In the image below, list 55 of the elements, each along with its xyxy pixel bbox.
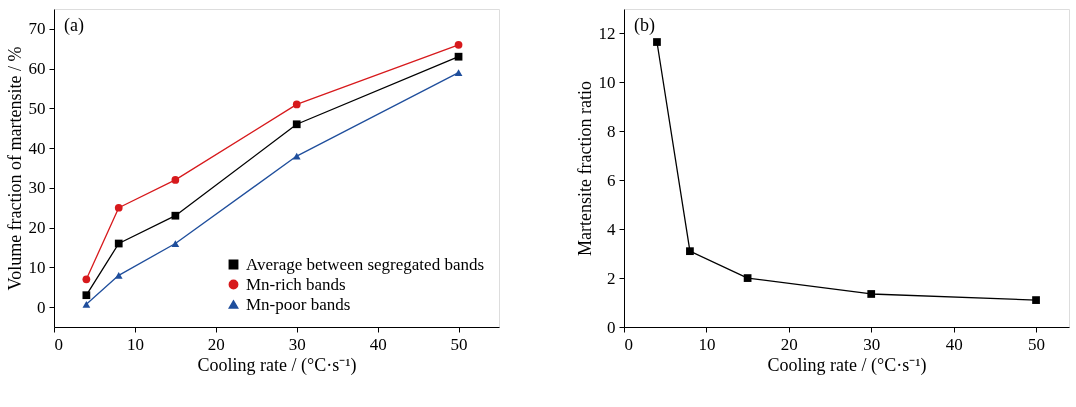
point (171, 240, 180, 247)
point (114, 239, 123, 248)
point (653, 38, 661, 46)
x-axis-title: Cooling rate / (°C·s⁻¹) (767, 354, 927, 376)
point (292, 120, 301, 129)
x-tick-label: 40 (945, 334, 963, 354)
point (686, 247, 694, 256)
point (82, 275, 91, 284)
x-tick-label: 0 (54, 334, 63, 354)
point (1032, 296, 1040, 304)
point (171, 211, 180, 220)
point (171, 176, 180, 184)
annotation: (b) (634, 15, 655, 36)
x-axis-title: Cooling rate / (°C·s⁻¹) (197, 354, 357, 376)
point (454, 52, 463, 61)
x-tick-label: 50 (450, 334, 468, 354)
y-tick-label: 10 (28, 257, 46, 277)
x-tick-label: 40 (369, 334, 387, 354)
y-tick-label: 70 (28, 19, 46, 39)
y-tick-label: 2 (607, 268, 616, 288)
point (454, 69, 463, 76)
y-tick-label: 6 (607, 170, 616, 190)
point (114, 203, 123, 212)
point (867, 290, 876, 298)
point (82, 291, 91, 300)
y-tick-label: 20 (28, 218, 46, 238)
legend-label: Average between segregated bands (246, 254, 485, 274)
y-tick-label: 50 (28, 98, 46, 118)
annotation: (a) (64, 15, 84, 36)
y-tick-label: 0 (607, 317, 616, 337)
x-tick-label: 10 (126, 334, 144, 354)
x-tick-label: 50 (1028, 334, 1046, 354)
x-tick-label: 30 (863, 334, 881, 354)
y-tick-label: 4 (607, 219, 616, 239)
point (292, 100, 301, 109)
x-tick-label: 10 (698, 334, 716, 354)
point (454, 40, 463, 49)
x-tick-label: 20 (780, 334, 798, 354)
y-tick-label: 10 (598, 72, 616, 92)
legend-label: Mn-poor bands (246, 294, 351, 314)
x-tick-label: 20 (207, 334, 225, 354)
y-tick-label: 0 (37, 297, 46, 317)
legend-label: Mn-rich bands (246, 274, 346, 294)
x-tick-label: 30 (288, 334, 306, 354)
y-axis-title: Volume fraction of martensite / % (4, 46, 25, 291)
y-tick-label: 40 (28, 138, 46, 158)
point (114, 271, 123, 279)
y-tick-label: 8 (607, 121, 616, 141)
y-tick-label: 30 (28, 178, 46, 198)
y-tick-label: 12 (598, 23, 616, 43)
y-axis-title: Martensite fraction ratio (574, 81, 595, 256)
x-tick-label: 0 (624, 334, 633, 354)
point (82, 300, 91, 308)
point (743, 274, 752, 282)
y-tick-label: 60 (28, 59, 46, 79)
